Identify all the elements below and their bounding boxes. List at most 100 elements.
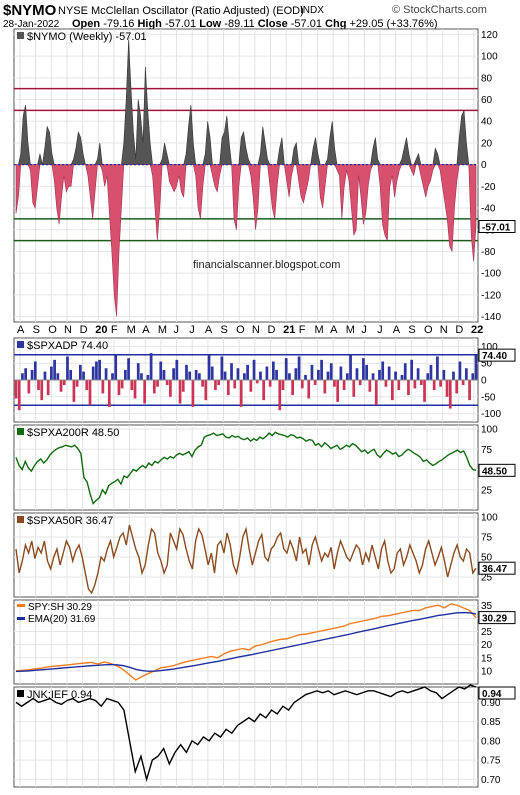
chart-description: NYSE McClellan Oscillator (Ratio Adjuste… — [58, 5, 304, 17]
data-bar — [149, 353, 153, 380]
y-tick-label: 50 — [481, 553, 493, 564]
data-bar — [468, 380, 471, 401]
data-bar — [394, 371, 397, 380]
x-tick-label: O — [236, 324, 245, 336]
data-bar — [78, 364, 82, 380]
data-bar — [40, 380, 44, 401]
x-tick-label: 22 — [471, 324, 483, 336]
panel-frame — [13, 686, 479, 788]
data-bar — [127, 358, 130, 380]
data-bar — [75, 380, 79, 387]
title-marker — [17, 690, 24, 697]
x-tick-label: S — [408, 324, 415, 336]
y-tick-label: -100 — [481, 269, 501, 280]
data-bar — [146, 374, 150, 380]
ohlc-readout: Open -79.16 High -57.01 Low -89.11 Close… — [72, 18, 438, 30]
data-bar — [365, 364, 368, 380]
data-bar — [72, 380, 76, 402]
y-tick-label: 80 — [481, 73, 493, 84]
panel-title: $NYMO (Weekly) -57.01 — [27, 31, 147, 43]
data-bar — [300, 380, 304, 389]
data-bar — [448, 380, 452, 409]
y-tick-label: -120 — [481, 290, 501, 301]
data-bar — [66, 356, 69, 380]
y-tick-label: 75 — [481, 445, 493, 456]
last-value-box — [478, 348, 516, 362]
data-bar — [27, 380, 31, 394]
last-value-box — [478, 220, 516, 234]
data-bar — [413, 380, 417, 389]
data-bar — [98, 359, 101, 380]
legend-entry: SPY:SH 30.29 — [28, 602, 92, 613]
data-bar — [133, 380, 137, 399]
data-bar — [310, 364, 314, 380]
data-bar — [407, 380, 410, 396]
data-bar — [384, 380, 388, 387]
high-value: -57.01 — [164, 18, 197, 30]
close-label: Close — [257, 18, 288, 30]
data-bar — [85, 380, 89, 391]
data-bar — [159, 361, 163, 380]
data-bar — [233, 380, 237, 389]
series-line — [15, 684, 477, 782]
legend-entry: EMA(20) 31.69 — [28, 614, 96, 625]
data-bar — [169, 380, 172, 397]
y-tick-label: 0.75 — [481, 756, 501, 767]
data-bar — [464, 368, 468, 380]
data-bar — [355, 368, 359, 380]
data-bar — [243, 373, 246, 380]
data-bar — [178, 380, 182, 404]
data-bar — [204, 380, 208, 401]
x-tick-label: J — [361, 324, 367, 336]
watermark-text: financialscanner.blogspot.com — [193, 259, 340, 271]
data-bar — [88, 380, 92, 406]
data-bar — [249, 380, 253, 392]
data-bar — [284, 358, 288, 380]
data-bar — [339, 366, 343, 380]
last-value-label: 48.50 — [482, 466, 507, 477]
data-bar — [474, 355, 478, 380]
data-bar — [304, 374, 307, 380]
data-bar — [307, 380, 311, 399]
data-bar — [220, 356, 224, 380]
y-tick-label: 15 — [481, 653, 493, 664]
y-tick-label: 120 — [481, 30, 498, 41]
data-bar — [458, 361, 462, 380]
data-bar — [223, 371, 227, 380]
panel-title: $SPXA200R 48.50 — [27, 427, 119, 439]
y-tick-label: 100 — [481, 425, 498, 436]
open-value: -79.16 — [103, 18, 135, 30]
data-bar — [291, 380, 295, 396]
x-tick-label: S — [33, 324, 40, 336]
data-bar — [336, 380, 340, 402]
data-bar — [95, 361, 98, 380]
y-tick-label: -50 — [481, 392, 496, 403]
data-bar — [59, 380, 63, 392]
y-tick-label: 0.70 — [481, 775, 501, 786]
y-tick-label: 35 — [481, 601, 493, 612]
panel-frame — [13, 28, 479, 323]
data-bar — [46, 380, 50, 396]
x-tick-label: M — [314, 324, 323, 336]
data-bar — [165, 380, 169, 386]
data-bar — [352, 380, 356, 397]
legend-swatch — [17, 604, 25, 607]
data-bar — [442, 369, 446, 380]
data-bar — [24, 368, 28, 380]
data-bar — [288, 373, 291, 380]
data-bar — [294, 368, 298, 380]
y-tick-label: -140 — [481, 312, 501, 323]
data-bar — [297, 356, 301, 380]
x-tick-label: S — [221, 324, 228, 336]
x-tick-label: D — [455, 324, 463, 336]
data-bar — [210, 366, 214, 380]
data-bar — [120, 380, 124, 389]
y-tick-label: 10 — [481, 666, 493, 677]
data-bar — [333, 380, 336, 387]
y-tick-label: 0 — [481, 376, 487, 387]
y-tick-label: 25 — [481, 573, 493, 584]
y-tick-label: -80 — [481, 247, 496, 258]
data-bar — [313, 380, 317, 386]
last-value-box — [478, 561, 516, 575]
data-bar — [445, 380, 449, 397]
